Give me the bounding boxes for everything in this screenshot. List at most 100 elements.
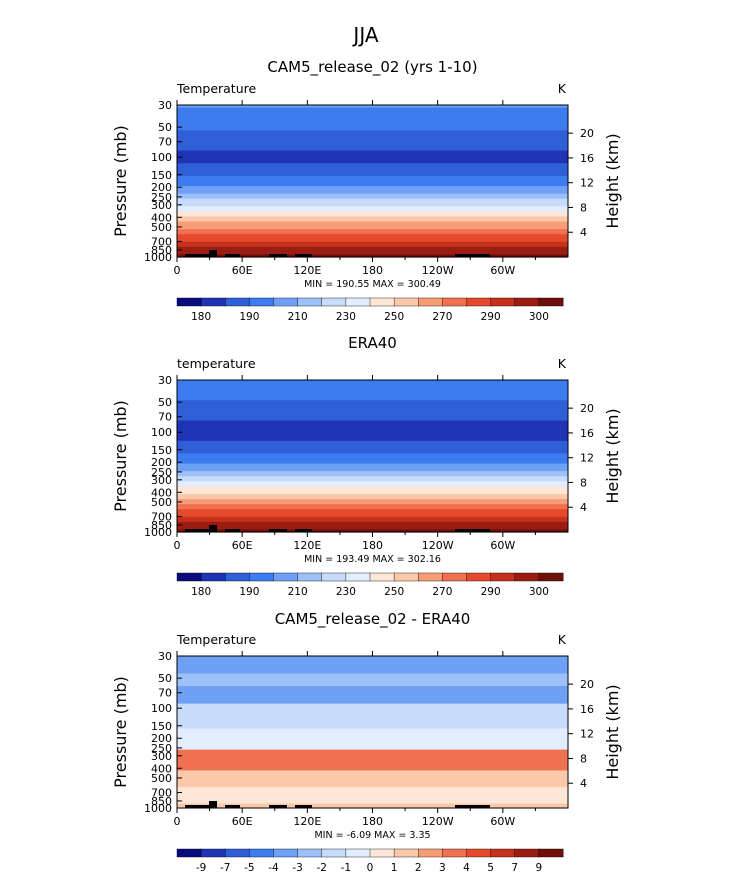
- contour-band: [177, 155, 568, 159]
- y-tick-label: 850: [151, 795, 172, 808]
- colorbar-label: 230: [336, 311, 356, 323]
- x-tick-label: 60W: [490, 264, 515, 277]
- contour-band: [177, 127, 568, 131]
- topography-mark: [209, 801, 217, 808]
- colorbar-label: 250: [384, 311, 404, 323]
- contour-band: [177, 787, 568, 805]
- y-tick-label: 300: [151, 750, 172, 763]
- colorbar-swatch: [514, 572, 540, 582]
- contour-band: [177, 244, 568, 248]
- contour-band: [177, 529, 568, 533]
- y-tick-label: 700: [151, 511, 172, 524]
- height-axis-label: Height (km): [603, 684, 622, 779]
- contour-band: [177, 160, 568, 164]
- contour-band: [177, 476, 568, 480]
- contour-band: [177, 168, 568, 172]
- contour-band: [177, 191, 568, 195]
- colorbar-swatch: [200, 848, 226, 858]
- colorbar-label: 290: [481, 586, 501, 598]
- contour-band: [177, 226, 568, 230]
- x-tick-label: 60W: [490, 539, 515, 552]
- colorbar-swatch: [176, 297, 202, 307]
- contour-band: [177, 501, 568, 505]
- contour-band: [177, 107, 568, 111]
- colorbar: -9 -7 -5 -4 -3 -2 -1 0 1 2 3 4 5 7 9: [176, 848, 564, 872]
- contour-band: [177, 438, 568, 442]
- min-max-stats: MIN = 193.49 MAX = 302.16: [304, 554, 441, 565]
- colorbar-swatch: [442, 848, 467, 858]
- contour-band: [177, 471, 568, 475]
- contour-band: [177, 241, 568, 245]
- contour-band: [177, 516, 568, 520]
- colorbar-label: 7: [511, 862, 518, 872]
- contour-band: [177, 504, 568, 508]
- colorbar-label: 250: [384, 586, 404, 598]
- y-tick-label: 700: [151, 236, 172, 249]
- colorbar-label: -9: [196, 862, 206, 872]
- contour-band: [177, 193, 568, 197]
- contour-band: [177, 110, 568, 114]
- contour-band: [177, 135, 568, 139]
- colorbar-label: 1: [391, 862, 398, 872]
- panel-1: CAM5_release_02 (yrs 1-10) Temperature K 30…: [111, 58, 622, 323]
- contour-band: [177, 196, 568, 200]
- contour-band: [177, 481, 568, 485]
- colorbar-swatch: [369, 297, 395, 307]
- topography: [185, 250, 490, 257]
- x-tick-label: 120E: [293, 815, 321, 828]
- x-tick-label: 0: [174, 264, 181, 277]
- colorbar-swatch: [418, 297, 443, 307]
- contour-band: [177, 125, 568, 129]
- x-tick-label: 60W: [490, 815, 515, 828]
- contour-band: [177, 112, 568, 116]
- y-tick-label: 500: [151, 496, 172, 509]
- colorbar-swatch: [345, 572, 371, 582]
- colorbar-swatch: [225, 572, 250, 582]
- contour-band: [177, 221, 568, 225]
- colorbar-swatch: [442, 297, 467, 307]
- colorbar-swatch: [249, 572, 274, 582]
- colorbar-label: -2: [317, 862, 327, 872]
- colorbar-swatch: [442, 572, 467, 582]
- contour-band: [177, 224, 568, 228]
- colorbar-label: 300: [529, 311, 549, 323]
- min-max-stats: MIN = -6.09 MAX = 3.35: [314, 830, 430, 841]
- contour-band: [177, 423, 568, 427]
- contour-band: [177, 461, 568, 465]
- topography-mark: [455, 254, 490, 257]
- contour-band: [177, 188, 568, 192]
- contour-field: [177, 380, 568, 533]
- contour-band: [177, 120, 568, 124]
- colorbar-swatch: [249, 297, 274, 307]
- colorbar-swatch: [273, 297, 299, 307]
- colorbar-swatch: [273, 572, 299, 582]
- contour-band: [177, 183, 568, 187]
- contour-band: [177, 382, 568, 386]
- y-tick-label: 150: [151, 720, 172, 733]
- colorbar-swatch: [490, 572, 516, 582]
- colorbar-swatch: [200, 297, 226, 307]
- height-tick-label: 12: [580, 177, 594, 190]
- contour-band: [177, 407, 568, 411]
- colorbar-swatch: [538, 297, 564, 307]
- contour-band: [177, 412, 568, 417]
- y-tick-label: 200: [151, 732, 172, 745]
- colorbar-swatch: [176, 848, 202, 858]
- colorbar-swatch: [200, 572, 226, 582]
- min-max-stats: MIN = 190.55 MAX = 300.49: [304, 279, 441, 290]
- height-tick-label: 20: [580, 402, 594, 415]
- contour-band: [177, 206, 568, 210]
- y-tick-label: 400: [151, 762, 172, 775]
- x-tick-label: 60E: [232, 264, 253, 277]
- contour-band: [177, 728, 568, 751]
- figure-title: JJA: [351, 23, 378, 47]
- colorbar-swatch: [297, 848, 323, 858]
- x-tick-label: 120W: [422, 815, 454, 828]
- topography-mark: [185, 805, 212, 808]
- y-tick-label: 50: [158, 672, 172, 685]
- y-tick-label: 500: [151, 221, 172, 234]
- topography: [185, 525, 490, 532]
- height-tick-label: 12: [580, 452, 594, 465]
- contour-band: [177, 463, 568, 467]
- y-tick-label: 70: [158, 136, 172, 149]
